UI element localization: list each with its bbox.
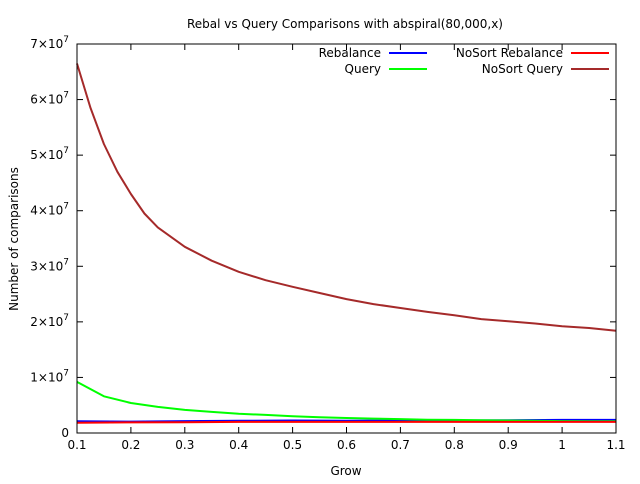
- y-tick-label: 0: [61, 426, 69, 440]
- y-tick-label: 2×107: [30, 313, 69, 329]
- y-tick-label-exponent: 7: [63, 146, 69, 156]
- x-axis-ticks: 0.1 0.2 0.3 0.4 0.5 0.6 0.7 0.8 0.9 1 1.1: [67, 44, 626, 452]
- x-axis-label: Grow: [330, 464, 361, 478]
- legend: Rebalance Query NoSort Rebalance NoSort Que…: [319, 46, 609, 76]
- y-tick-label-exponent: 7: [63, 257, 69, 267]
- x-tick-label: 0.5: [283, 438, 302, 452]
- x-tick-label: 0.6: [337, 438, 356, 452]
- y-tick-label-exponent: 7: [63, 91, 69, 101]
- x-tick-label: 0.4: [229, 438, 248, 452]
- y-tick-label: 1×107: [30, 368, 69, 384]
- y-tick-label: 7×107: [30, 35, 69, 51]
- x-tick-label: 0.3: [175, 438, 194, 452]
- x-tick-label: 0.7: [391, 438, 410, 452]
- legend-label: Query: [345, 62, 381, 76]
- x-tick-label: 0.1: [67, 438, 86, 452]
- series-line-query: [76, 381, 616, 423]
- chart-title: Rebal vs Query Comparisons with abspiral…: [187, 17, 503, 31]
- series-line-nosort-rebalance: [76, 420, 616, 424]
- x-tick-label: 0.8: [445, 438, 464, 452]
- series-lines: [76, 63, 617, 424]
- x-tick-label: 1.1: [606, 438, 625, 452]
- series-line-nosort-query: [76, 63, 617, 332]
- y-tick-label-mantissa: 4×10: [30, 204, 63, 218]
- y-tick-label-exponent: 7: [63, 202, 69, 212]
- y-tick-label-mantissa: 7×10: [30, 37, 63, 51]
- y-tick-label: 5×107: [30, 146, 69, 162]
- legend-label: NoSort Rebalance: [456, 46, 563, 60]
- y-tick-label-mantissa: 2×10: [30, 315, 63, 329]
- y-tick-label-exponent: 7: [63, 35, 69, 45]
- y-tick-label-mantissa: 3×10: [30, 259, 63, 273]
- y-tick-label: 3×107: [30, 257, 69, 273]
- x-tick-label: 0.9: [499, 438, 518, 452]
- x-tick-label: 0.2: [121, 438, 140, 452]
- x-tick-label: 1: [558, 438, 566, 452]
- y-tick-label-mantissa: 6×10: [30, 93, 63, 107]
- y-tick-label-mantissa: 1×10: [30, 370, 63, 384]
- y-tick-label-exponent: 7: [63, 313, 69, 323]
- y-axis-label: Number of comparisons: [7, 167, 21, 311]
- plot-frame: [76, 43, 617, 434]
- legend-label: NoSort Query: [482, 62, 563, 76]
- y-tick-label-mantissa: 5×10: [30, 148, 63, 162]
- y-tick-label: 4×107: [30, 202, 69, 218]
- legend-label: Rebalance: [319, 46, 381, 60]
- y-tick-label-exponent: 7: [63, 368, 69, 378]
- y-tick-label: 6×107: [30, 91, 69, 107]
